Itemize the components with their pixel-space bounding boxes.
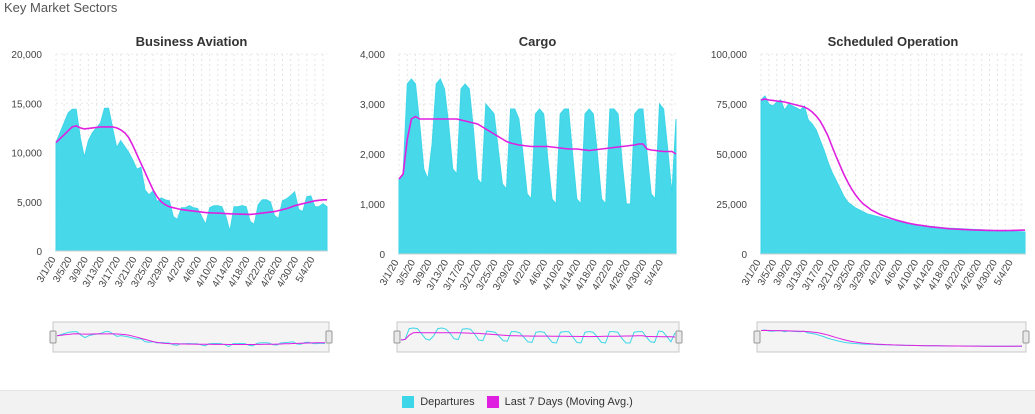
navigator-right-handle[interactable] — [675, 330, 683, 344]
y-tick-label: 50,000 — [716, 150, 747, 161]
legend-departures-label: Departures — [420, 396, 475, 408]
legend-item-departures[interactable]: Departures — [402, 396, 475, 408]
navigator-frame — [52, 321, 330, 353]
y-tick-label: 5,000 — [17, 198, 42, 209]
navigator-moving-avg-line — [760, 329, 1022, 347]
y-tick-label: 20,000 — [11, 50, 42, 61]
y-tick-label: 75,000 — [716, 100, 747, 111]
page-title: Key Market Sectors — [4, 0, 118, 15]
navigator-frame — [756, 321, 1027, 353]
navigator-right-handle[interactable] — [1022, 330, 1030, 344]
range-navigator[interactable] — [753, 321, 1030, 353]
chart-title: Business Aviation — [136, 34, 248, 49]
legend: Departures Last 7 Days (Moving Avg.) — [0, 396, 1035, 408]
y-tick-label: 10,000 — [11, 149, 42, 160]
chart-title: Cargo — [519, 34, 557, 49]
chart-cargo: Cargo01,0002,0003,0004,0003/1/203/5/203/… — [360, 34, 683, 353]
chart-scheduled-operation: Scheduled Operation 0 25,000 50,000 75,000 10… — [711, 34, 1030, 353]
navigator-departures-line — [400, 327, 676, 344]
navigator-moving-avg-line — [400, 331, 676, 341]
navigator-left-handle[interactable] — [393, 330, 401, 344]
y-tick-label: 25,000 — [716, 200, 747, 211]
series-moving-avg-line[interactable] — [760, 98, 1026, 232]
chart-business-aviation: Business Aviation 0 5,000 10,000 15,000 20,00… — [11, 34, 333, 353]
moving-avg-swatch — [486, 396, 499, 408]
series-departures-area[interactable] — [55, 107, 328, 252]
range-navigator[interactable] — [393, 321, 683, 353]
navigator-right-handle[interactable] — [325, 330, 333, 344]
navigator-left-handle[interactable] — [753, 330, 761, 344]
departures-swatch — [402, 396, 415, 408]
chart-title: Scheduled Operation — [828, 34, 959, 49]
charts-canvas: Business Aviation 0 5,000 10,000 15,000 20,00… — [11, 34, 1030, 353]
y-tick-label: 1,000 — [360, 200, 385, 211]
series-moving-avg-line[interactable] — [55, 125, 327, 216]
series-moving-avg-line[interactable] — [398, 115, 677, 180]
range-navigator[interactable] — [49, 321, 333, 353]
y-tick-label: 2,000 — [360, 150, 385, 161]
navigator-frame — [396, 321, 680, 353]
y-tick-label: 15,000 — [11, 99, 42, 110]
legend-item-moving-avg[interactable]: Last 7 Days (Moving Avg.) — [486, 396, 633, 408]
y-tick-label: 4,000 — [360, 50, 385, 61]
y-tick-label: 3,000 — [360, 100, 385, 111]
navigator-left-handle[interactable] — [49, 330, 57, 344]
y-tick-label: 100,000 — [711, 50, 748, 61]
y-tick-label: 0 — [36, 247, 42, 258]
y-tick-label: 0 — [741, 250, 747, 261]
navigator-moving-avg-line — [56, 333, 325, 345]
series-departures-area[interactable] — [398, 78, 677, 255]
legend-bar: Departures Last 7 Days (Moving Avg.) — [0, 390, 1035, 414]
legend-moving-avg-label: Last 7 Days (Moving Avg.) — [504, 396, 633, 408]
y-tick-label: 0 — [379, 250, 385, 261]
